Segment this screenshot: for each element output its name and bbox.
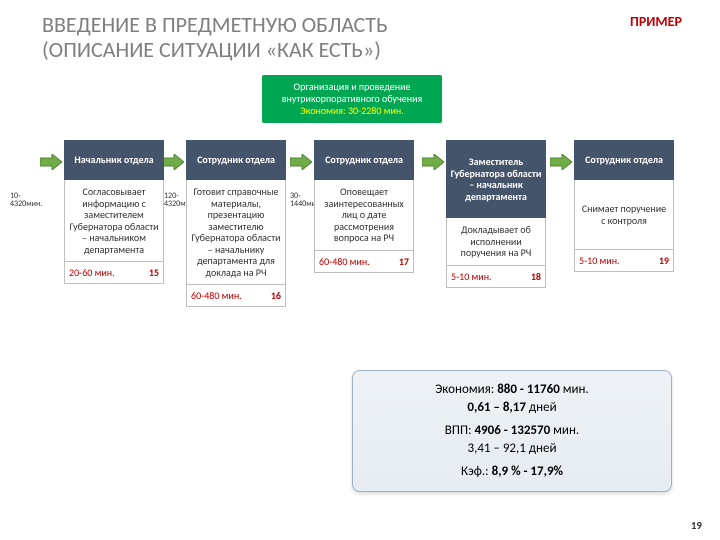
- lane-0-time-label: 20-60 мин.: [69, 266, 115, 279]
- lane-1-time: 60-480 мин. 16: [186, 285, 286, 307]
- flow-arrow: [290, 154, 312, 170]
- lane-0: Начальник отдела Согласовывает информаци…: [64, 140, 164, 284]
- lane-0-time: 20-60 мин. 15: [64, 262, 164, 284]
- summary-l5-a: Кэф.:: [461, 464, 492, 479]
- page-number: 19: [691, 519, 702, 532]
- flow-arrow: [422, 154, 444, 170]
- summary-l3-c: мин.: [550, 423, 579, 438]
- side-time-0: 10-4320мин.: [10, 192, 38, 209]
- lane-4: Сотрудник отдела Снимает поручение с кон…: [574, 140, 674, 272]
- summary-box: Экономия: 880 - 11760 мин. 0,61 – 8,17 д…: [352, 370, 672, 492]
- lane-3: Заместитель Губернатора области – началь…: [446, 140, 546, 288]
- green-callout-eco: Экономия: 30-2280 мин.: [300, 104, 404, 117]
- green-callout: Организация и проведение внутрикорпорати…: [262, 75, 442, 123]
- lane-4-time-label: 5-10 мин.: [579, 254, 620, 267]
- summary-l4: 3,41 – 92,1 дней: [361, 440, 663, 458]
- lane-3-step: 18: [531, 270, 541, 283]
- summary-l2-b: дней: [526, 400, 557, 415]
- summary-l2: 0,61 – 8,17 дней: [361, 399, 663, 417]
- summary-l1-c: мин.: [560, 382, 589, 397]
- title-line1: ВВЕДЕНИЕ В ПРЕДМЕТНУЮ ОБЛАСТЬ: [42, 11, 388, 38]
- lane-1: Сотрудник отдела Готовит справочные мате…: [186, 140, 286, 307]
- lane-2-task: Оповещает заинтересованных лиц о дате ра…: [314, 180, 414, 251]
- lane-1-task: Готовит справочные материалы, презентаци…: [186, 180, 286, 285]
- lane-4-time: 5-10 мин. 19: [574, 250, 674, 272]
- slide-title: ВВЕДЕНИЕ В ПРЕДМЕТНУЮ ОБЛАСТЬ (ОПИСАНИЕ …: [42, 12, 388, 63]
- lane-2-role: Сотрудник отдела: [314, 140, 414, 180]
- lane-3-task: Докладывает об исполнении поручения на Р…: [446, 218, 546, 266]
- lane-2-step: 17: [399, 255, 409, 268]
- lane-2-time: 60-480 мин. 17: [314, 251, 414, 273]
- lane-3-time-label: 5-10 мин.: [451, 270, 492, 283]
- lane-0-role: Начальник отдела: [64, 140, 164, 180]
- lane-1-step: 16: [271, 289, 281, 302]
- flow-arrow: [40, 154, 62, 170]
- lane-4-role: Сотрудник отдела: [574, 140, 674, 180]
- summary-l5: Кэф.: 8,9 % - 17,9%: [361, 463, 663, 481]
- summary-l1: Экономия: 880 - 11760 мин.: [361, 381, 663, 399]
- lane-2-time-label: 60-480 мин.: [319, 255, 370, 268]
- summary-l1-b: 880 - 11760: [497, 382, 560, 397]
- summary-l3-b: 4906 - 132570: [474, 423, 550, 438]
- lane-3-role: Заместитель Губернатора области – началь…: [446, 140, 546, 218]
- lane-0-task: Согласовывает информацию с заместителем …: [64, 180, 164, 262]
- summary-l3: ВПП: 4906 - 132570 мин.: [361, 422, 663, 440]
- lane-2: Сотрудник отдела Оповещает заинтересован…: [314, 140, 414, 273]
- lane-1-time-label: 60-480 мин.: [191, 289, 242, 302]
- lane-1-role: Сотрудник отдела: [186, 140, 286, 180]
- lane-3-time: 5-10 мин. 18: [446, 266, 546, 288]
- summary-l5-b: 8,9 % - 17,9%: [492, 464, 563, 479]
- lane-4-task: Снимает поручение с контроля: [574, 180, 674, 250]
- summary-l2-a: 0,61 – 8,17: [467, 400, 526, 415]
- example-tag: ПРИМЕР: [630, 14, 690, 29]
- title-line2: (ОПИСАНИЕ СИТУАЦИИ «КАК ЕСТЬ»): [42, 36, 381, 63]
- lane-0-step: 15: [149, 266, 159, 279]
- green-callout-text: Организация и проведение внутрикорпорати…: [282, 80, 423, 105]
- flow-arrow: [162, 154, 184, 170]
- summary-l3-a: ВПП:: [445, 423, 475, 438]
- lane-4-step: 19: [659, 254, 669, 267]
- flow-arrow: [550, 154, 572, 170]
- summary-l1-a: Экономия:: [435, 382, 497, 397]
